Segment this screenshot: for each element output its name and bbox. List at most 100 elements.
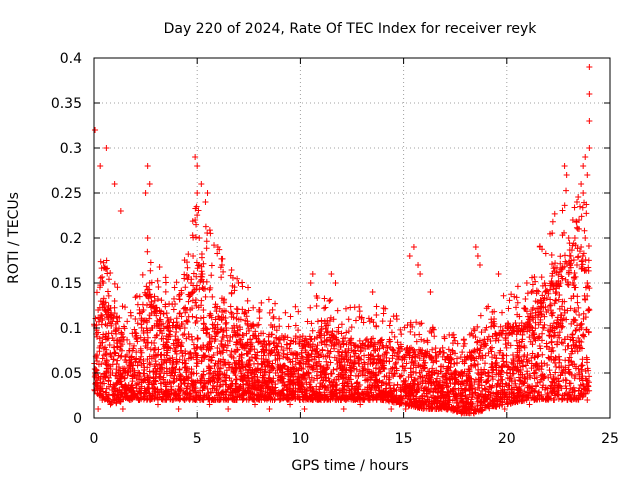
data-point bbox=[365, 315, 372, 322]
data-point bbox=[346, 337, 353, 344]
data-point bbox=[474, 253, 481, 259]
data-point bbox=[538, 376, 545, 383]
data-point bbox=[201, 377, 208, 384]
data-point bbox=[331, 345, 338, 352]
data-point bbox=[293, 350, 300, 357]
data-point bbox=[206, 227, 213, 234]
data-point bbox=[172, 333, 179, 340]
data-point bbox=[280, 347, 287, 354]
data-point bbox=[269, 331, 276, 338]
data-point bbox=[198, 181, 205, 187]
data-point bbox=[573, 327, 580, 334]
data-point bbox=[176, 310, 183, 317]
data-point bbox=[246, 382, 253, 389]
data-point bbox=[481, 341, 488, 348]
data-point bbox=[154, 295, 161, 302]
data-point bbox=[537, 316, 544, 323]
data-point bbox=[549, 344, 556, 351]
data-point bbox=[307, 379, 314, 385]
data-point bbox=[526, 389, 533, 396]
data-point bbox=[491, 352, 498, 359]
data-point bbox=[392, 361, 399, 367]
data-point bbox=[330, 332, 337, 339]
data-point bbox=[428, 385, 435, 392]
data-point bbox=[579, 265, 586, 272]
data-point bbox=[244, 297, 251, 304]
data-point bbox=[386, 358, 393, 365]
data-point bbox=[151, 308, 158, 315]
data-point bbox=[117, 371, 124, 378]
data-point bbox=[136, 388, 143, 395]
data-point bbox=[96, 284, 103, 291]
data-point bbox=[534, 305, 541, 312]
data-point bbox=[406, 388, 413, 394]
data-point bbox=[324, 362, 331, 369]
data-point bbox=[387, 384, 394, 391]
data-point bbox=[284, 351, 291, 358]
data-point bbox=[113, 372, 120, 379]
data-point bbox=[139, 301, 146, 308]
data-point bbox=[206, 353, 213, 360]
data-point bbox=[299, 333, 306, 340]
data-point bbox=[206, 334, 213, 340]
data-point bbox=[559, 392, 566, 399]
data-point bbox=[100, 280, 107, 286]
data-point bbox=[100, 295, 107, 302]
data-point bbox=[166, 322, 173, 329]
data-point bbox=[170, 358, 177, 365]
data-point bbox=[340, 406, 347, 412]
data-point bbox=[569, 280, 576, 286]
data-point bbox=[312, 392, 319, 399]
data-point bbox=[205, 363, 212, 370]
data-point bbox=[503, 344, 510, 351]
data-point bbox=[543, 397, 550, 403]
data-point bbox=[529, 386, 536, 393]
x-tick-label: 10 bbox=[291, 431, 309, 447]
data-point bbox=[568, 320, 575, 327]
data-point bbox=[213, 383, 220, 390]
data-point bbox=[504, 363, 511, 370]
data-point bbox=[551, 268, 558, 275]
data-point bbox=[521, 305, 528, 312]
data-point bbox=[199, 396, 206, 403]
data-point bbox=[386, 322, 393, 329]
data-point bbox=[144, 327, 151, 334]
data-point bbox=[390, 385, 397, 392]
data-point bbox=[113, 397, 120, 403]
data-point bbox=[464, 370, 471, 377]
data-point bbox=[253, 387, 260, 394]
data-point bbox=[290, 351, 297, 358]
data-point bbox=[216, 246, 223, 253]
data-point bbox=[146, 315, 153, 322]
y-tick-label: 0.1 bbox=[60, 321, 82, 337]
data-point bbox=[292, 303, 299, 310]
data-point bbox=[561, 202, 568, 209]
data-point bbox=[476, 350, 483, 357]
data-point bbox=[193, 302, 200, 309]
data-point bbox=[318, 317, 325, 324]
data-point bbox=[200, 320, 207, 327]
data-point bbox=[526, 401, 533, 408]
data-point bbox=[279, 387, 286, 394]
data-point bbox=[141, 366, 148, 373]
data-point bbox=[311, 335, 318, 342]
data-point bbox=[302, 376, 309, 383]
data-point bbox=[189, 305, 196, 312]
y-tick-label: 0 bbox=[73, 411, 82, 427]
data-point bbox=[421, 364, 428, 371]
data-point bbox=[237, 336, 244, 343]
data-point bbox=[373, 311, 380, 318]
data-point bbox=[311, 353, 318, 360]
data-point bbox=[393, 365, 400, 372]
data-point bbox=[550, 282, 557, 289]
data-point bbox=[452, 379, 459, 386]
data-point bbox=[538, 366, 545, 373]
data-point bbox=[433, 358, 440, 365]
data-point bbox=[240, 373, 247, 380]
data-point bbox=[463, 395, 470, 402]
data-point bbox=[379, 394, 386, 401]
data-point bbox=[509, 330, 516, 337]
data-point bbox=[216, 376, 223, 383]
data-point bbox=[192, 205, 199, 212]
